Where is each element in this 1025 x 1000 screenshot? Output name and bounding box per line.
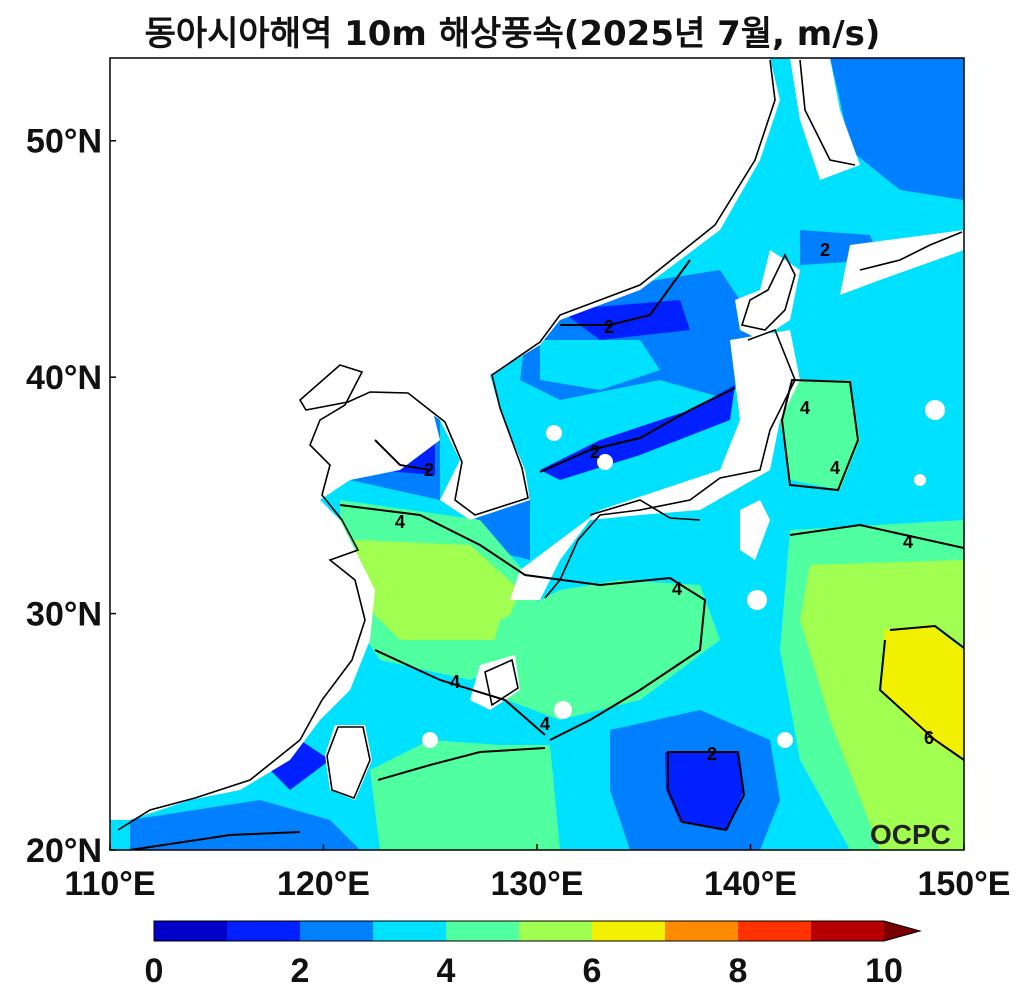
svg-text:2: 2	[820, 240, 830, 260]
colorbar: 0 2 4 6 8 10	[145, 920, 922, 990]
svg-text:2: 2	[424, 460, 434, 480]
svg-text:4: 4	[450, 672, 460, 692]
colorbar-tick-label: 8	[729, 952, 748, 990]
colorbar-segment	[519, 921, 593, 941]
svg-text:2: 2	[604, 317, 614, 337]
axis-ticks: 110°E 120°E 130°E 140°E 150°E 20°N 30°N 40°N 50°…	[26, 123, 1010, 903]
svg-text:4: 4	[672, 579, 682, 599]
colorbar-tick-label: 0	[145, 952, 164, 990]
x-tick-label: 120°E	[277, 865, 370, 903]
y-tick-label: 30°N	[26, 596, 102, 634]
colorbar-tick-label: 4	[437, 952, 456, 990]
x-tick-label: 140°E	[704, 865, 797, 903]
svg-text:6: 6	[924, 728, 934, 748]
colorbar-tick-label: 6	[583, 952, 602, 990]
svg-text:4: 4	[830, 458, 840, 478]
colorbar-segment	[738, 921, 812, 941]
colorbar-segment	[227, 921, 301, 941]
ocpc-watermark: OCPC	[870, 819, 951, 850]
x-tick-label: 110°E	[64, 865, 155, 903]
map-plot-area: 2 2 4 4 4 4 4 4 4 6 2 2 2 OCPC	[110, 58, 964, 850]
land-mask	[110, 58, 964, 820]
colorbar-segment	[300, 921, 374, 941]
svg-text:2: 2	[590, 442, 600, 462]
y-tick-label: 20°N	[26, 832, 102, 870]
y-tick-label: 50°N	[26, 123, 102, 161]
svg-text:4: 4	[395, 512, 405, 532]
contours	[129, 259, 964, 850]
colorbar-segment	[811, 921, 885, 941]
y-tick-label: 40°N	[26, 359, 102, 397]
colorbar-segment	[446, 921, 520, 941]
chart-title: 동아시아해역 10m 해상풍속(2025년 7월, m/s)	[144, 14, 881, 54]
coastline	[117, 59, 963, 831]
colorbar-tick-label: 2	[291, 952, 310, 990]
svg-text:4: 4	[540, 714, 550, 734]
colorbar-segment	[154, 921, 228, 941]
x-tick-label: 130°E	[490, 865, 583, 903]
colorbar-segment	[592, 921, 666, 941]
colorbar-outline	[153, 920, 922, 942]
colorbar-extend-arrow	[884, 921, 920, 941]
colorbar-segment	[373, 921, 447, 941]
colorbar-segment	[665, 921, 739, 941]
svg-text:2: 2	[707, 744, 717, 764]
svg-text:4: 4	[800, 398, 810, 418]
colorbar-tick-label: 10	[865, 952, 903, 990]
contour-labels: 2 2 4 4 4 4 4 4 4 6 2 2 2	[395, 240, 934, 764]
x-tick-label: 150°E	[917, 865, 1010, 903]
svg-text:4: 4	[903, 532, 913, 552]
